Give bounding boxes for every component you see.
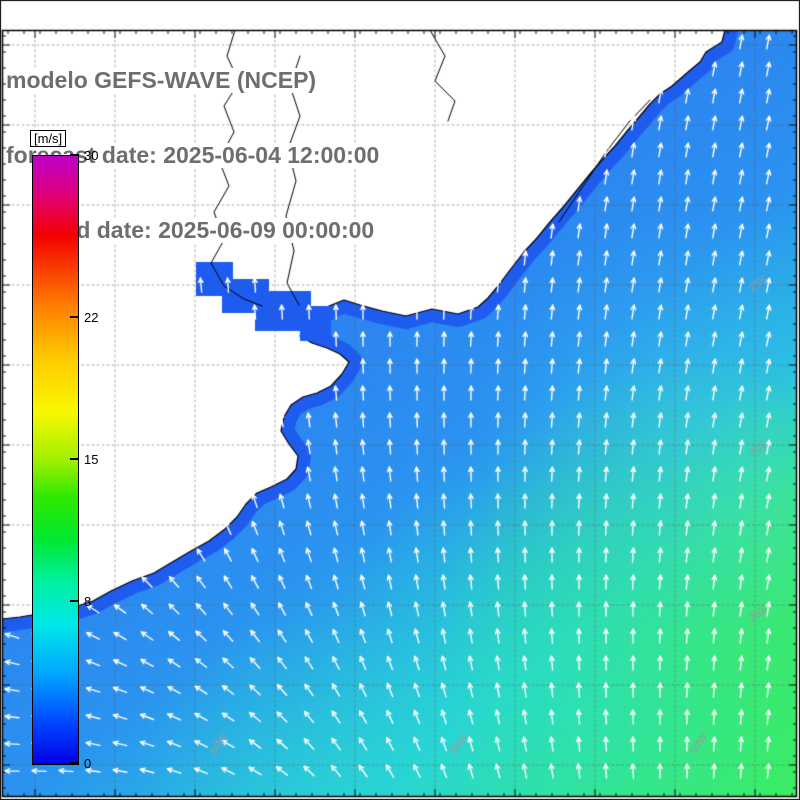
colorbar-tick-mark — [70, 762, 79, 764]
colorbar-tick-label: 8 — [84, 593, 92, 609]
colorbar-tick-label: 30 — [84, 148, 99, 163]
colorbar-tick-mark — [70, 316, 79, 319]
colorbar-tick-mark — [70, 599, 79, 602]
colorbar-tick-label: 15 — [84, 452, 99, 467]
model-title: modelo GEFS-WAVE (NCEP) — [6, 68, 321, 93]
colorbar-tick-label: 22 — [84, 310, 99, 326]
colorbar-tick-label: 0 — [84, 756, 92, 771]
colorbar-tick-mark — [70, 154, 79, 156]
colorbar-tick-mark — [70, 458, 79, 460]
colorbar-gradient — [32, 155, 79, 765]
colorbar-units-label: [m/s] — [30, 130, 67, 147]
